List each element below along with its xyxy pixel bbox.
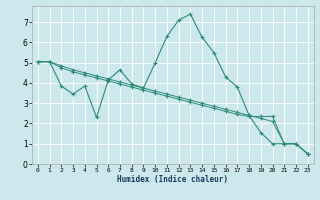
X-axis label: Humidex (Indice chaleur): Humidex (Indice chaleur): [117, 175, 228, 184]
